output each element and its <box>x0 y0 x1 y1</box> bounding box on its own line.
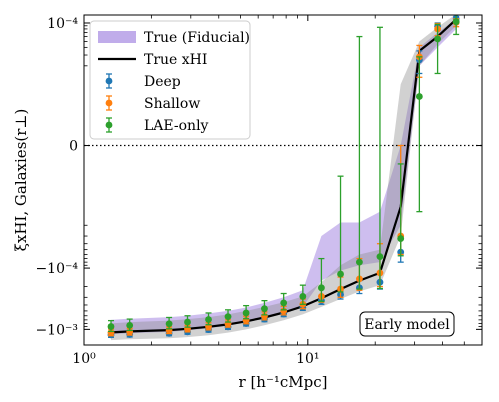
data-point <box>224 313 232 321</box>
data-point <box>452 18 460 26</box>
legend: True (Fiducial) True xHI Deep Shallow LAE-on… <box>89 20 251 140</box>
data-point <box>318 284 325 292</box>
legend-marker <box>105 77 113 85</box>
y-tick-label: 10⁻⁴ <box>47 16 78 32</box>
plot-frame <box>83 14 483 346</box>
legend-item-true-xhi: True xHI <box>98 52 207 68</box>
legend-marker <box>105 99 113 107</box>
legend-item-true-fiducial-: True (Fiducial) <box>98 30 250 46</box>
legend-label: Deep <box>144 74 181 90</box>
legend-box <box>89 20 251 140</box>
data-point <box>242 309 250 317</box>
legend-marker <box>105 121 113 129</box>
true-line-band <box>111 15 457 341</box>
legend-item-shallow: Shallow <box>105 95 200 112</box>
legend-item-deep: Deep <box>105 73 181 90</box>
fiducial-band-layer <box>111 19 457 335</box>
data-point <box>376 253 384 261</box>
legend-band-swatch <box>98 31 136 43</box>
y-tick-label: −10⁻³ <box>35 322 78 338</box>
axes-layer: 10⁰ 10¹ 10⁻⁴ 0 −10⁻⁴ −10⁻³ r [h⁻¹cMpc] ξxHI, Ga… <box>12 14 483 391</box>
x-tick-label: 10¹ <box>296 351 319 367</box>
y-tick-label: 0 <box>69 139 78 155</box>
series-lae-only <box>107 15 460 333</box>
data-point <box>434 35 441 43</box>
data-point <box>126 321 134 329</box>
data-point <box>280 299 288 307</box>
legend-item-lae-only: LAE-only <box>105 117 209 134</box>
legend-label: True xHI <box>144 52 207 68</box>
annotation: Early model <box>359 311 455 337</box>
annotation-text: Early model <box>364 317 450 333</box>
data-point <box>107 323 115 330</box>
data-point <box>337 270 344 278</box>
data-point <box>184 318 191 326</box>
y-tick-label: −10⁻⁴ <box>35 261 78 277</box>
true-band-layer <box>111 15 457 341</box>
data-point <box>415 93 423 100</box>
annotation-box <box>359 311 455 337</box>
data-point <box>397 235 405 242</box>
data-point <box>261 305 268 313</box>
series-layer <box>107 15 460 339</box>
data-point <box>205 316 212 323</box>
y-axis-label: ξxHI, Galaxies(r⊥) <box>12 109 30 252</box>
legend-label: True (Fiducial) <box>144 30 250 46</box>
data-point <box>356 258 363 266</box>
fiducial-band <box>111 19 457 335</box>
x-axis-label: r [h⁻¹cMpc] <box>239 373 328 391</box>
legend-label: LAE-only <box>144 118 209 134</box>
x-tick-label: 10⁰ <box>72 351 96 367</box>
legend-label: Shallow <box>144 96 200 112</box>
data-point <box>165 320 173 328</box>
data-point <box>299 293 307 300</box>
